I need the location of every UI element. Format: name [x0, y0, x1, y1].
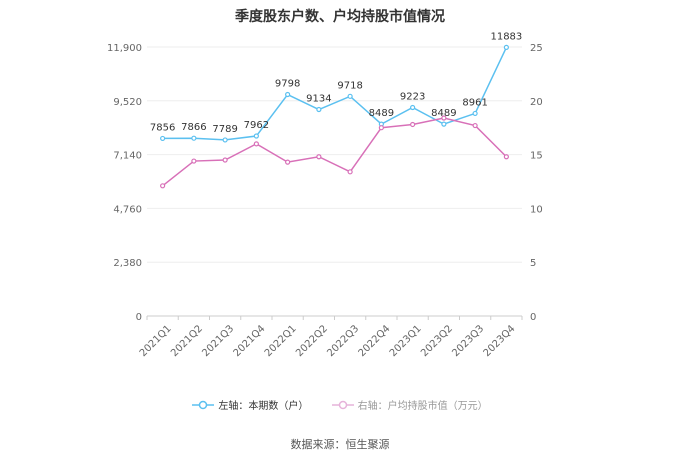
data-point — [410, 104, 416, 111]
x-tick-label: 2023Q3 — [450, 323, 486, 359]
x-tick-label: 2022Q3 — [325, 323, 361, 359]
data-point — [160, 135, 166, 142]
legend-label-left: 左轴：本期数（户） — [218, 401, 309, 412]
data-point — [378, 125, 384, 131]
x-tick-label: 2022Q4 — [357, 323, 393, 359]
data-point — [191, 135, 197, 141]
right-tick-label: 5 — [530, 258, 536, 269]
x-tick-label: 2023Q4 — [482, 323, 518, 359]
data-point — [472, 110, 478, 117]
x-tick-label: 2021Q1 — [138, 323, 174, 359]
x-tick-label: 2022Q2 — [294, 323, 330, 359]
legend-item-left[interactable]: 左轴：本期数（户） — [192, 397, 308, 412]
data-point — [441, 121, 447, 127]
x-tick-label: 2021Q2 — [169, 323, 205, 359]
series — [160, 44, 509, 189]
left-tick-label: 4,760 — [113, 204, 142, 215]
x-tick-label: 2023Q1 — [388, 323, 424, 359]
data-point — [472, 122, 478, 129]
data-point — [285, 91, 291, 98]
data-point — [222, 137, 228, 143]
x-tick-label: 2022Q1 — [263, 323, 299, 359]
left-tick-label: 9,520 — [113, 97, 142, 108]
x-tick-label: 2021Q4 — [232, 323, 268, 359]
data-point — [222, 157, 228, 163]
legend-item-right[interactable]: 右轴：户均持股市值（万元） — [331, 397, 488, 412]
data-point — [253, 133, 259, 139]
data-label: 9798 — [275, 79, 300, 90]
data-point — [503, 154, 509, 160]
left-tick-label: 11,900 — [107, 43, 142, 54]
data-label: 7789 — [212, 124, 237, 135]
data-point — [160, 183, 166, 189]
legend-label-right: 右轴：户均持股市值（万元） — [357, 401, 488, 412]
right-tick-label: 0 — [530, 312, 536, 323]
data-label: 9718 — [337, 80, 362, 91]
data-label: 7962 — [244, 120, 269, 131]
data-label: 7856 — [150, 122, 175, 133]
chart-title: 季度股东户数、户均持股市值情况 — [235, 9, 445, 25]
source-note: 数据来源：恒生聚源 — [290, 438, 390, 451]
legend: 左轴：本期数（户） 右轴：户均持股市值（万元） — [0, 397, 680, 413]
data-label: 11883 — [490, 31, 522, 42]
data-point — [441, 115, 447, 121]
series-line-right — [162, 117, 507, 187]
axes: 0 0 2,380 5 4,760 10 7,140 15 9,520 20 11,900 25 202… — [107, 43, 543, 359]
data-point — [316, 154, 322, 160]
data-label: 7866 — [181, 122, 206, 133]
right-tick-label: 10 — [530, 204, 543, 215]
data-point — [285, 159, 291, 165]
right-tick-label: 25 — [530, 43, 543, 54]
data-label: 8961 — [462, 97, 487, 108]
left-tick-label: 2,380 — [113, 258, 142, 269]
data-point — [503, 44, 509, 50]
right-tick-label: 20 — [530, 97, 543, 108]
left-tick-label: 7,140 — [113, 151, 142, 162]
data-label: 8489 — [369, 108, 394, 119]
data-label: 8489 — [431, 108, 456, 119]
series-line-left — [162, 47, 508, 141]
legend-line-icon-pink — [331, 400, 354, 409]
data-label: 9134 — [306, 94, 331, 105]
left-tick-label: 0 — [136, 312, 142, 323]
data-point — [410, 121, 416, 128]
data-point — [316, 106, 322, 113]
data-point — [253, 141, 259, 147]
data-point — [191, 158, 197, 164]
x-tick-label: 2023Q2 — [419, 323, 455, 359]
data-point — [347, 169, 353, 175]
data-label: 9223 — [400, 92, 425, 103]
x-tick-label: 2021Q3 — [200, 323, 236, 359]
right-tick-label: 15 — [530, 151, 543, 162]
grid-lines — [147, 46, 522, 317]
legend-line-icon-blue — [192, 400, 215, 409]
data-point — [347, 93, 353, 99]
data-labels: 7856 7866 7789 7962 9798 9134 9718 8489 9223 8489… — [150, 31, 522, 135]
